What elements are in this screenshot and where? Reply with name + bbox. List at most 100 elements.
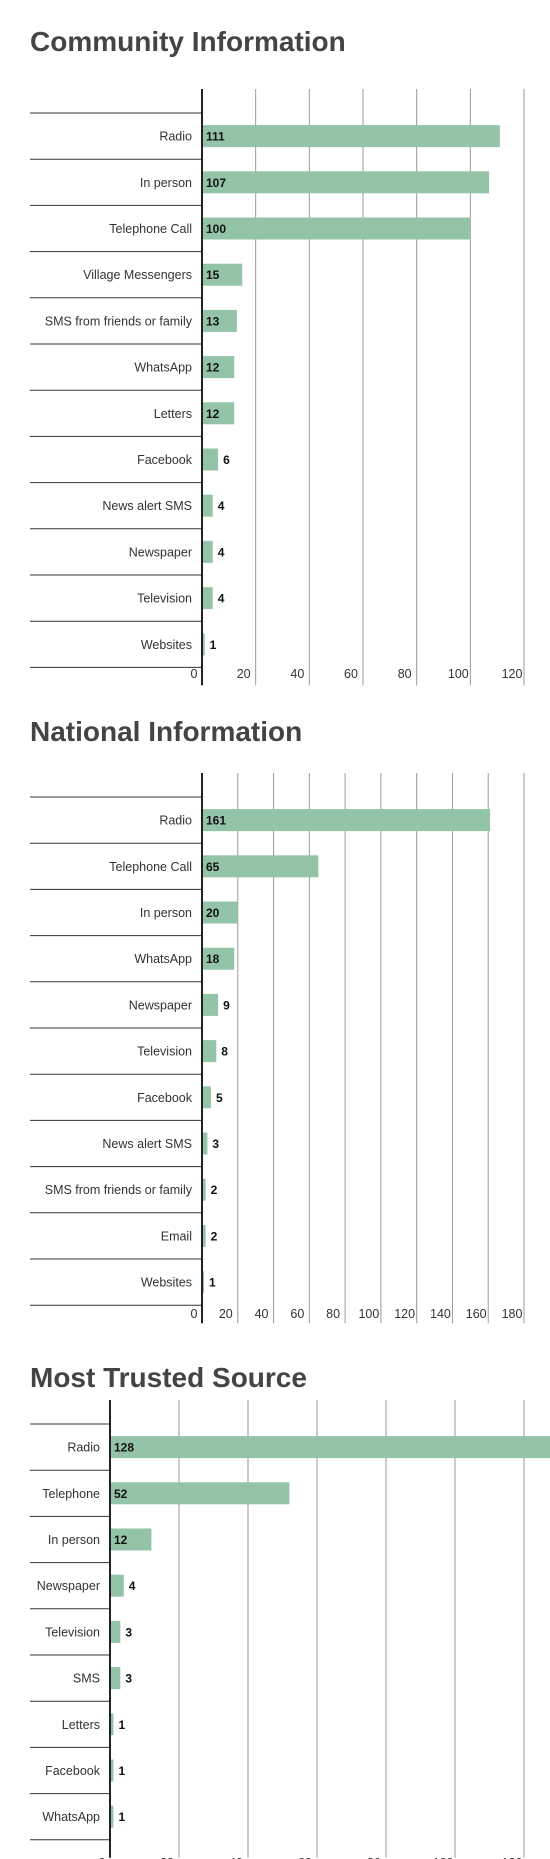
x-tick-label: 100 [358, 1307, 379, 1321]
category-label: Radio [67, 1441, 100, 1455]
category-label: Websites [141, 638, 192, 652]
x-tick-label: 20 [237, 667, 251, 681]
x-tick-label: 20 [219, 1307, 233, 1321]
x-tick-label: 0 [191, 1307, 198, 1321]
chart-svg: Radio 128 Telephone 52 In person 12 Newspaper 4… [0, 1340, 550, 1859]
category-label: WhatsApp [134, 361, 192, 375]
x-tick-label: 160 [466, 1307, 487, 1321]
category-label: Facebook [137, 1091, 193, 1105]
category-label: SMS from friends or family [45, 314, 193, 328]
chart-svg: Radio 111 In person 107 Telephone Call 100 Vil… [0, 0, 550, 700]
category-label: In person [140, 176, 192, 190]
x-tick-label: 40 [290, 667, 304, 681]
category-label: In person [140, 906, 192, 920]
value-label: 3 [125, 1625, 132, 1639]
category-label: WhatsApp [42, 1810, 100, 1824]
value-label: 1 [210, 638, 217, 652]
value-label: 9 [223, 998, 230, 1012]
category-label: Television [45, 1625, 100, 1639]
x-tick-label: 180 [502, 1307, 523, 1321]
bar [202, 855, 318, 877]
x-tick-label: 140 [430, 1307, 451, 1321]
bar [110, 1482, 289, 1504]
bar [202, 171, 489, 193]
category-label: Television [137, 592, 192, 606]
x-tick-label: 100 [448, 667, 469, 681]
category-label: SMS from friends or family [45, 1183, 193, 1197]
bar [202, 1086, 211, 1108]
value-label: 52 [114, 1487, 128, 1501]
x-tick-label: 120 [502, 667, 523, 681]
x-tick-label: 40 [255, 1307, 269, 1321]
bar [202, 809, 490, 831]
bar [202, 541, 213, 563]
chart-community: Community Information Radio 111 In person 1… [0, 0, 550, 700]
value-label: 65 [206, 860, 220, 874]
bar [202, 218, 470, 240]
value-label: 107 [206, 176, 226, 190]
bar [202, 994, 218, 1016]
value-label: 1 [209, 1276, 216, 1290]
category-label: Newspaper [37, 1579, 100, 1593]
value-label: 4 [218, 499, 225, 513]
category-label: Newspaper [129, 545, 192, 559]
category-label: Telephone [42, 1487, 100, 1501]
category-label: News alert SMS [102, 1137, 192, 1151]
category-label: Facebook [137, 453, 193, 467]
value-label: 8 [221, 1045, 228, 1059]
category-label: Letters [62, 1718, 100, 1732]
x-tick-label: 60 [344, 667, 358, 681]
category-label: Letters [154, 407, 192, 421]
x-tick-label: 60 [290, 1307, 304, 1321]
value-label: 3 [212, 1137, 219, 1151]
bar [202, 495, 213, 517]
value-label: 12 [114, 1533, 128, 1547]
category-label: Telephone Call [109, 860, 192, 874]
category-label: Email [161, 1229, 192, 1243]
bar [110, 1621, 120, 1643]
value-label: 111 [206, 130, 225, 144]
category-label: News alert SMS [102, 499, 192, 513]
x-tick-label: 0 [191, 667, 198, 681]
value-label: 3 [125, 1672, 132, 1686]
bar [110, 1575, 124, 1597]
category-label: Newspaper [129, 998, 192, 1012]
value-label: 1 [118, 1718, 125, 1732]
chart-trusted: Most Trusted Source Radio 128 Telephone 52 I… [0, 1340, 550, 1859]
category-label: Radio [159, 814, 192, 828]
category-label: WhatsApp [134, 952, 192, 966]
value-label: 100 [206, 222, 226, 236]
bar [110, 1667, 120, 1689]
value-label: 13 [206, 314, 220, 328]
value-label: 12 [206, 407, 220, 421]
value-label: 4 [129, 1579, 136, 1593]
value-label: 6 [223, 453, 230, 467]
category-label: Websites [141, 1276, 192, 1290]
bar [110, 1436, 550, 1458]
bar [202, 449, 218, 471]
x-tick-label: 80 [398, 667, 412, 681]
category-label: Radio [159, 130, 192, 144]
category-label: Television [137, 1045, 192, 1059]
value-label: 15 [206, 268, 220, 282]
category-label: SMS [73, 1672, 100, 1686]
category-label: Telephone Call [109, 222, 192, 236]
category-label: Facebook [45, 1764, 101, 1778]
value-label: 1 [118, 1810, 125, 1824]
category-label: Village Messengers [83, 268, 192, 282]
value-label: 1 [118, 1764, 125, 1778]
value-label: 161 [206, 814, 226, 828]
value-label: 128 [114, 1441, 134, 1455]
value-label: 4 [218, 545, 225, 559]
bar [202, 1040, 216, 1062]
value-label: 20 [206, 906, 220, 920]
value-label: 2 [211, 1229, 218, 1243]
value-label: 12 [206, 361, 220, 375]
category-label: In person [48, 1533, 100, 1547]
chart-national: National Information Radio 161 Telephone C… [0, 700, 550, 1340]
value-label: 18 [206, 952, 220, 966]
value-label: 4 [218, 592, 225, 606]
value-label: 5 [216, 1091, 223, 1105]
x-tick-label: 120 [394, 1307, 415, 1321]
